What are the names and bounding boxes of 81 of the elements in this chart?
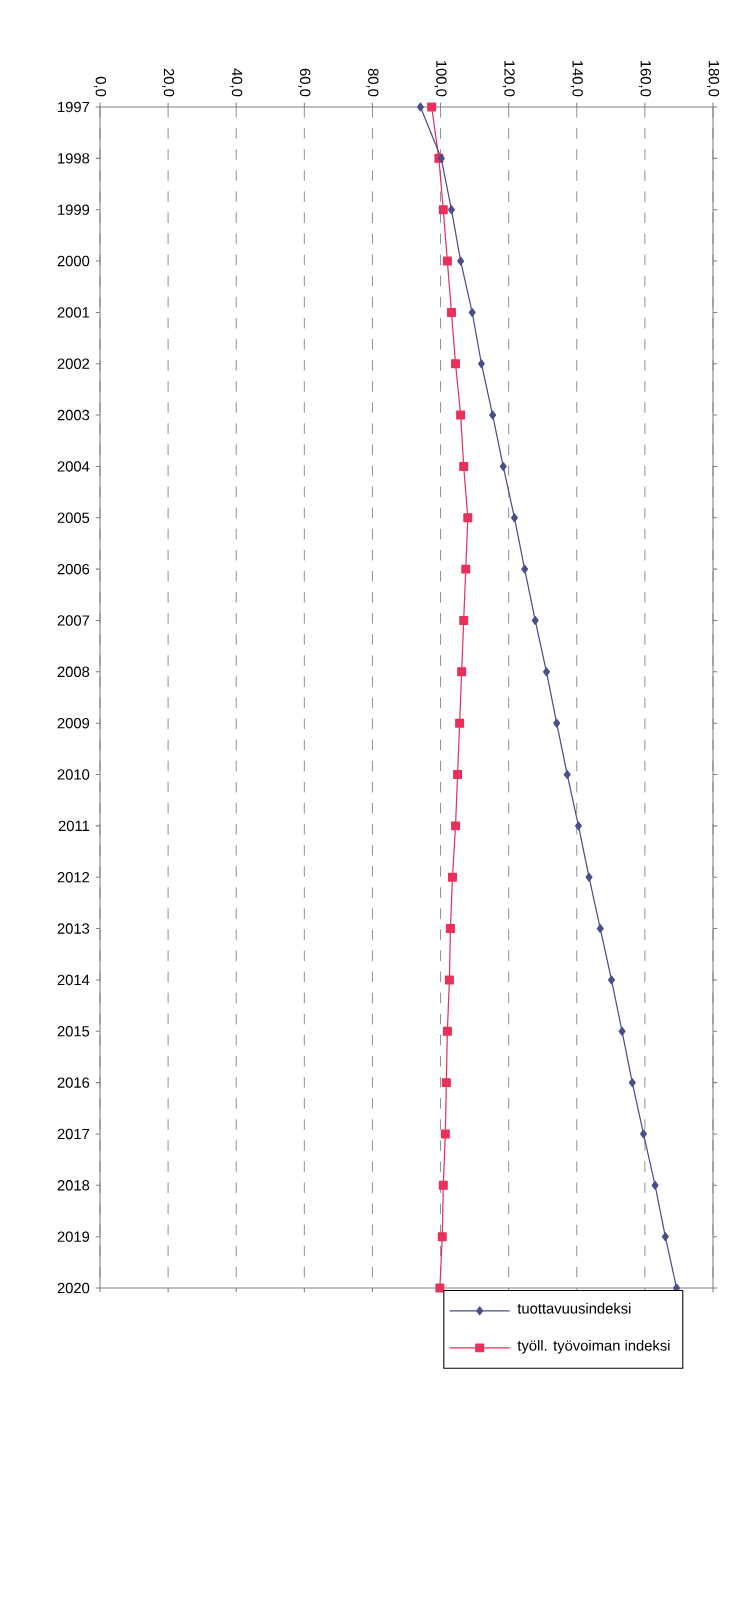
x-tick-label: 160,0 [638,60,651,97]
point [463,513,473,523]
y-tick-label: 1998 [58,153,90,164]
y-tick-label: 2017 [57,1128,90,1140]
point [457,256,465,266]
point [442,256,452,266]
point [459,461,469,471]
y-tick-label: 2008 [57,666,90,678]
x-tick-label: 60,0 [298,68,311,97]
y-tick-label: 2009 [57,717,90,729]
y-tick-label: 2006 [57,563,90,575]
point [441,1078,451,1088]
y-tick-label: 2014 [57,974,90,986]
point [457,667,467,677]
point [661,1232,669,1242]
x-tick-label: 120,0 [502,60,515,97]
point [451,821,461,831]
y-tick-label: 2019 [57,1231,90,1242]
point [563,770,571,780]
point [574,821,582,831]
point [435,1283,445,1293]
y-tick-label: 2018 [57,1180,90,1191]
point [596,924,604,934]
x-tick-label: 140,0 [570,60,583,97]
y-tick-label: 1999 [58,204,90,215]
y-tick-label: 2003 [57,409,90,421]
y-tick-label: 2001 [57,307,90,318]
point [438,1180,448,1190]
point [585,872,593,882]
y-tick-label: 2010 [57,769,90,780]
y-tick-label: 2000 [57,255,90,267]
x-tick-label: 0,0 [93,76,107,97]
point [628,1078,636,1088]
point [468,307,476,317]
x-tick-label: 100,0 [434,60,447,97]
point [446,307,456,317]
point [451,359,461,369]
point [445,924,455,934]
point [531,616,539,625]
x-tick-label: 180,0 [706,60,720,97]
y-tick-label: 1997 [58,101,90,113]
y-tick-label: 2004 [57,461,90,472]
x-tick-label: 80,0 [366,68,379,97]
legend-label: tuottavuusindeksi [517,1302,631,1314]
point [455,718,465,728]
point [651,1180,659,1190]
y-tick-label: 2005 [57,512,90,524]
legend-label: työll. työvoiman indeksi [517,1339,670,1354]
y-tick-label: 2002 [57,358,90,369]
point [510,513,518,523]
x-tick-label: 20,0 [162,68,175,97]
point [427,102,437,112]
point [489,410,497,420]
point [442,1026,452,1036]
point [459,616,469,625]
point [608,975,616,985]
point [453,770,463,780]
point [553,718,561,728]
y-tick-label: 2011 [58,820,90,832]
point [416,102,424,112]
y-tick-label: 2016 [57,1077,90,1088]
point [461,564,471,574]
point [640,1129,648,1139]
y-tick-label: 2015 [57,1026,90,1037]
point [438,205,448,215]
y-tick-label: 2012 [57,872,90,883]
x-tick-label: 40,0 [230,68,243,97]
point [444,975,454,985]
point [499,461,507,471]
point [440,1129,450,1139]
point [477,359,485,369]
point [447,205,455,215]
point [521,564,529,574]
point [456,410,466,420]
point [618,1026,626,1036]
point [542,667,550,677]
point [447,872,457,882]
y-tick-label: 2013 [57,923,90,934]
y-tick-label: 2007 [57,615,90,626]
y-tick-label: 2020 [57,1282,90,1294]
point [437,1232,447,1242]
